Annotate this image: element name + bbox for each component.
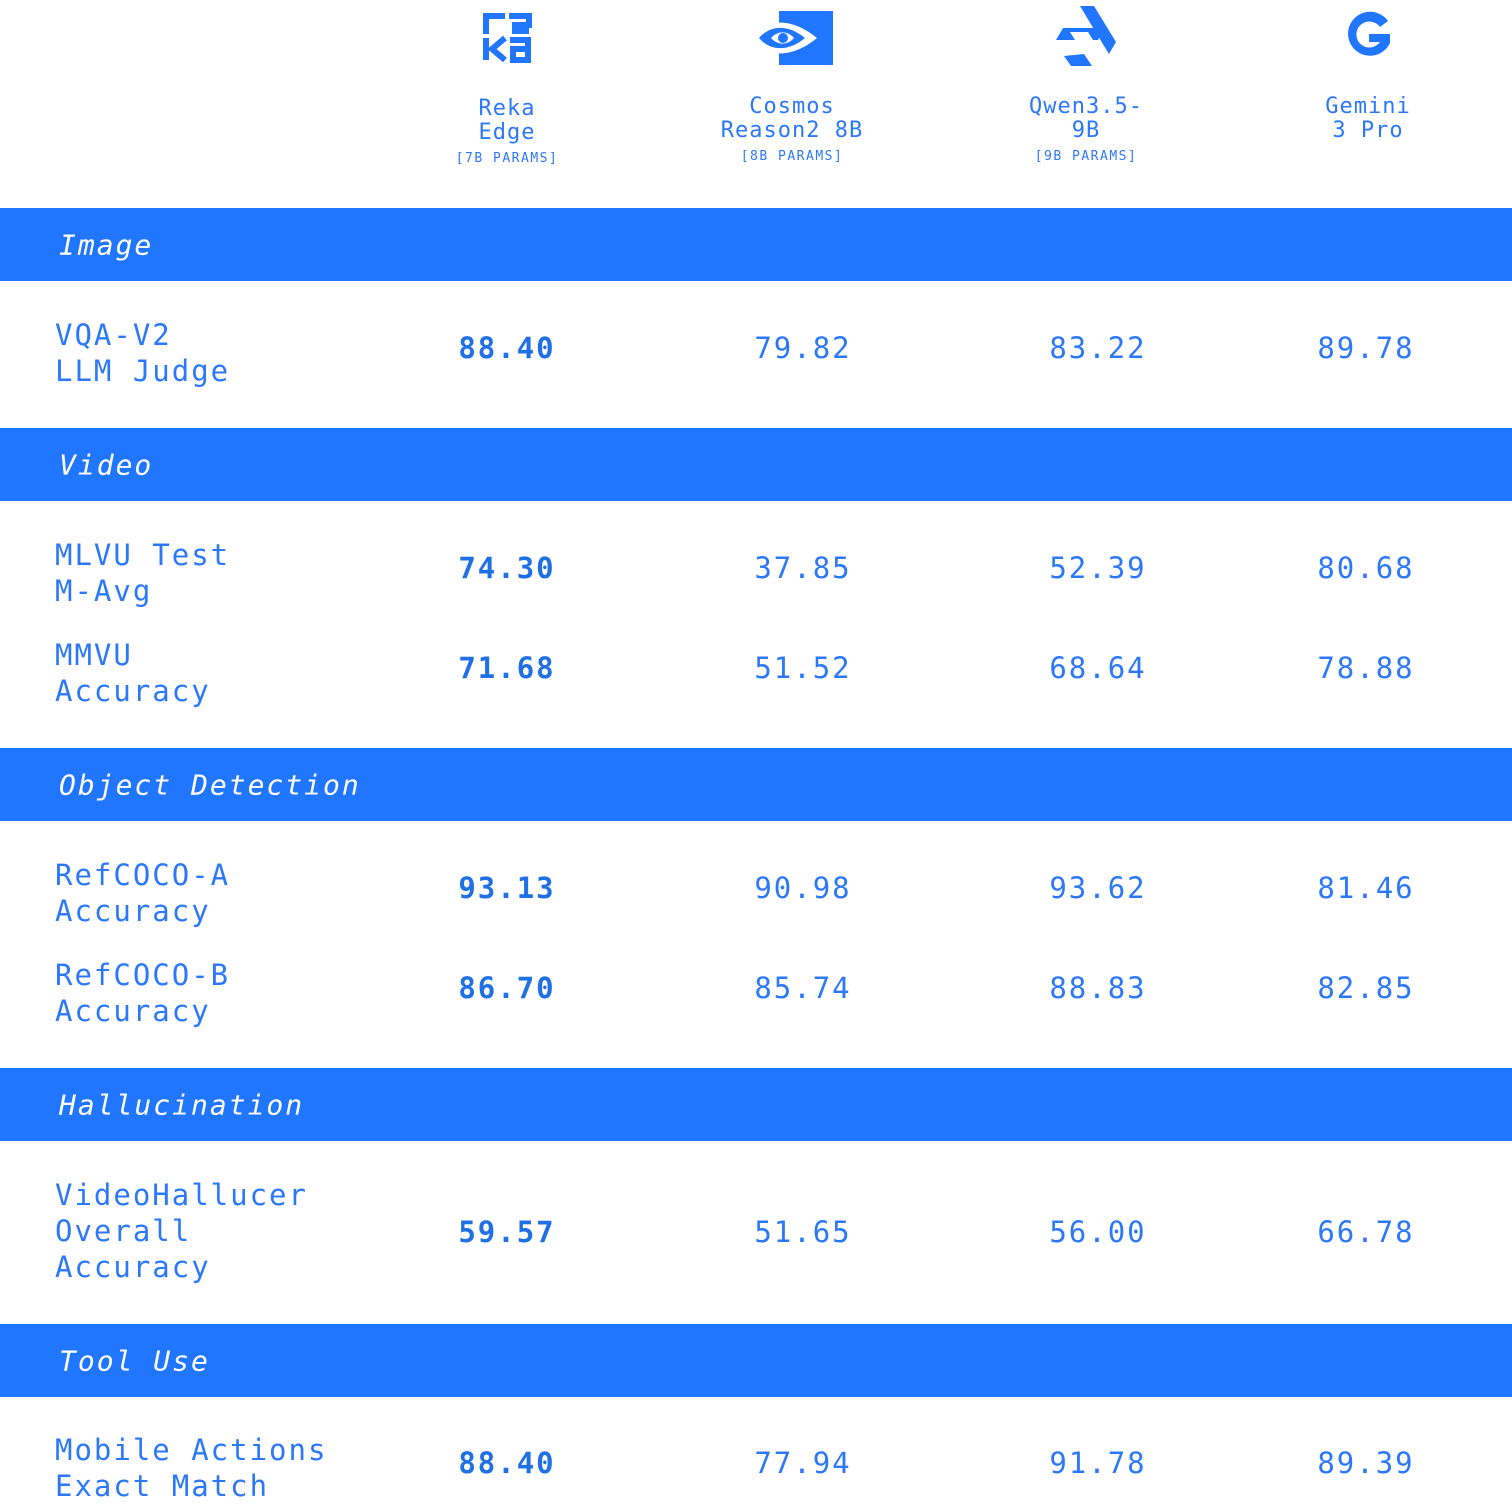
metric-label: RefCOCO-A Accuracy: [55, 858, 231, 928]
category-label: Object Detection: [59, 768, 361, 801]
category-band: Object Detection: [0, 748, 1512, 821]
nvidia-logo-icon: [750, 11, 833, 65]
category-band: Tool Use: [0, 1324, 1512, 1397]
score-cell: 89.39: [1317, 1446, 1415, 1480]
category-band: Video: [0, 428, 1512, 501]
model-params: [8B PARAMS]: [740, 149, 844, 164]
qwen-logo-icon: [1056, 6, 1116, 66]
score-cell: 68.64: [1049, 651, 1147, 685]
score-cell: 79.82: [754, 331, 852, 365]
score-cell: 86.70: [458, 971, 556, 1005]
model-header: Reka Edge [7B PARAMS] Cosmos Reason2 8B …: [0, 0, 1512, 208]
score-cell: 83.22: [1049, 331, 1147, 365]
category-label: Hallucination: [59, 1088, 305, 1121]
score-cell: 93.13: [458, 871, 556, 905]
metric-label: VQA-V2 LLM Judge: [55, 318, 231, 388]
score-cell: 52.39: [1049, 551, 1147, 585]
score-cell: 88.40: [458, 1446, 556, 1480]
score-cell: 77.94: [754, 1446, 852, 1480]
score-cell: 93.62: [1049, 871, 1147, 905]
category-label: Tool Use: [59, 1344, 210, 1377]
model-column-cosmos: Cosmos Reason2 8B [8B PARAMS]: [672, 0, 912, 208]
score-cell: 85.74: [754, 971, 852, 1005]
metric-label: Mobile Actions Exact Match: [55, 1433, 328, 1503]
metric-label: VideoHallucer Overall Accuracy: [55, 1178, 308, 1284]
model-params: [7B PARAMS]: [455, 151, 559, 166]
model-name: Cosmos Reason2 8B: [720, 94, 864, 143]
score-cell: 74.30: [458, 551, 556, 585]
score-cell: 37.85: [754, 551, 852, 585]
score-cell: 71.68: [458, 651, 556, 685]
score-cell: 91.78: [1049, 1446, 1147, 1480]
score-cell: 90.98: [754, 871, 852, 905]
model-name: Qwen3.5- 9B: [1029, 94, 1143, 143]
score-cell: 56.00: [1049, 1215, 1147, 1249]
score-cell: 78.88: [1317, 651, 1415, 685]
model-column-gemini: Gemini 3 Pro: [1248, 0, 1488, 208]
metric-label: RefCOCO-B Accuracy: [55, 958, 231, 1028]
score-cell: 88.40: [458, 331, 556, 365]
metric-label: MLVU Test M-Avg: [55, 538, 231, 608]
score-cell: 66.78: [1317, 1215, 1415, 1249]
score-cell: 59.57: [458, 1215, 556, 1249]
score-cell: 51.65: [754, 1215, 852, 1249]
category-band: Hallucination: [0, 1068, 1512, 1141]
model-name: Reka Edge: [478, 96, 536, 145]
category-label: Image: [59, 228, 154, 261]
model-name: Gemini 3 Pro: [1325, 94, 1411, 143]
score-cell: 81.46: [1317, 871, 1415, 905]
category-band: Image: [0, 208, 1512, 281]
score-cell: 51.52: [754, 651, 852, 685]
model-params: [9B PARAMS]: [1034, 149, 1138, 164]
score-cell: 80.68: [1317, 551, 1415, 585]
reka-logo-icon: [483, 13, 532, 63]
score-cell: 89.78: [1317, 331, 1415, 365]
google-logo-icon: [1348, 11, 1390, 56]
score-cell: 88.83: [1049, 971, 1147, 1005]
category-label: Video: [59, 448, 154, 481]
model-column-qwen: Qwen3.5- 9B [9B PARAMS]: [966, 0, 1206, 208]
score-cell: 82.85: [1317, 971, 1415, 1005]
metric-label: MMVU Accuracy: [55, 638, 211, 708]
model-column-reka: Reka Edge [7B PARAMS]: [387, 0, 627, 208]
